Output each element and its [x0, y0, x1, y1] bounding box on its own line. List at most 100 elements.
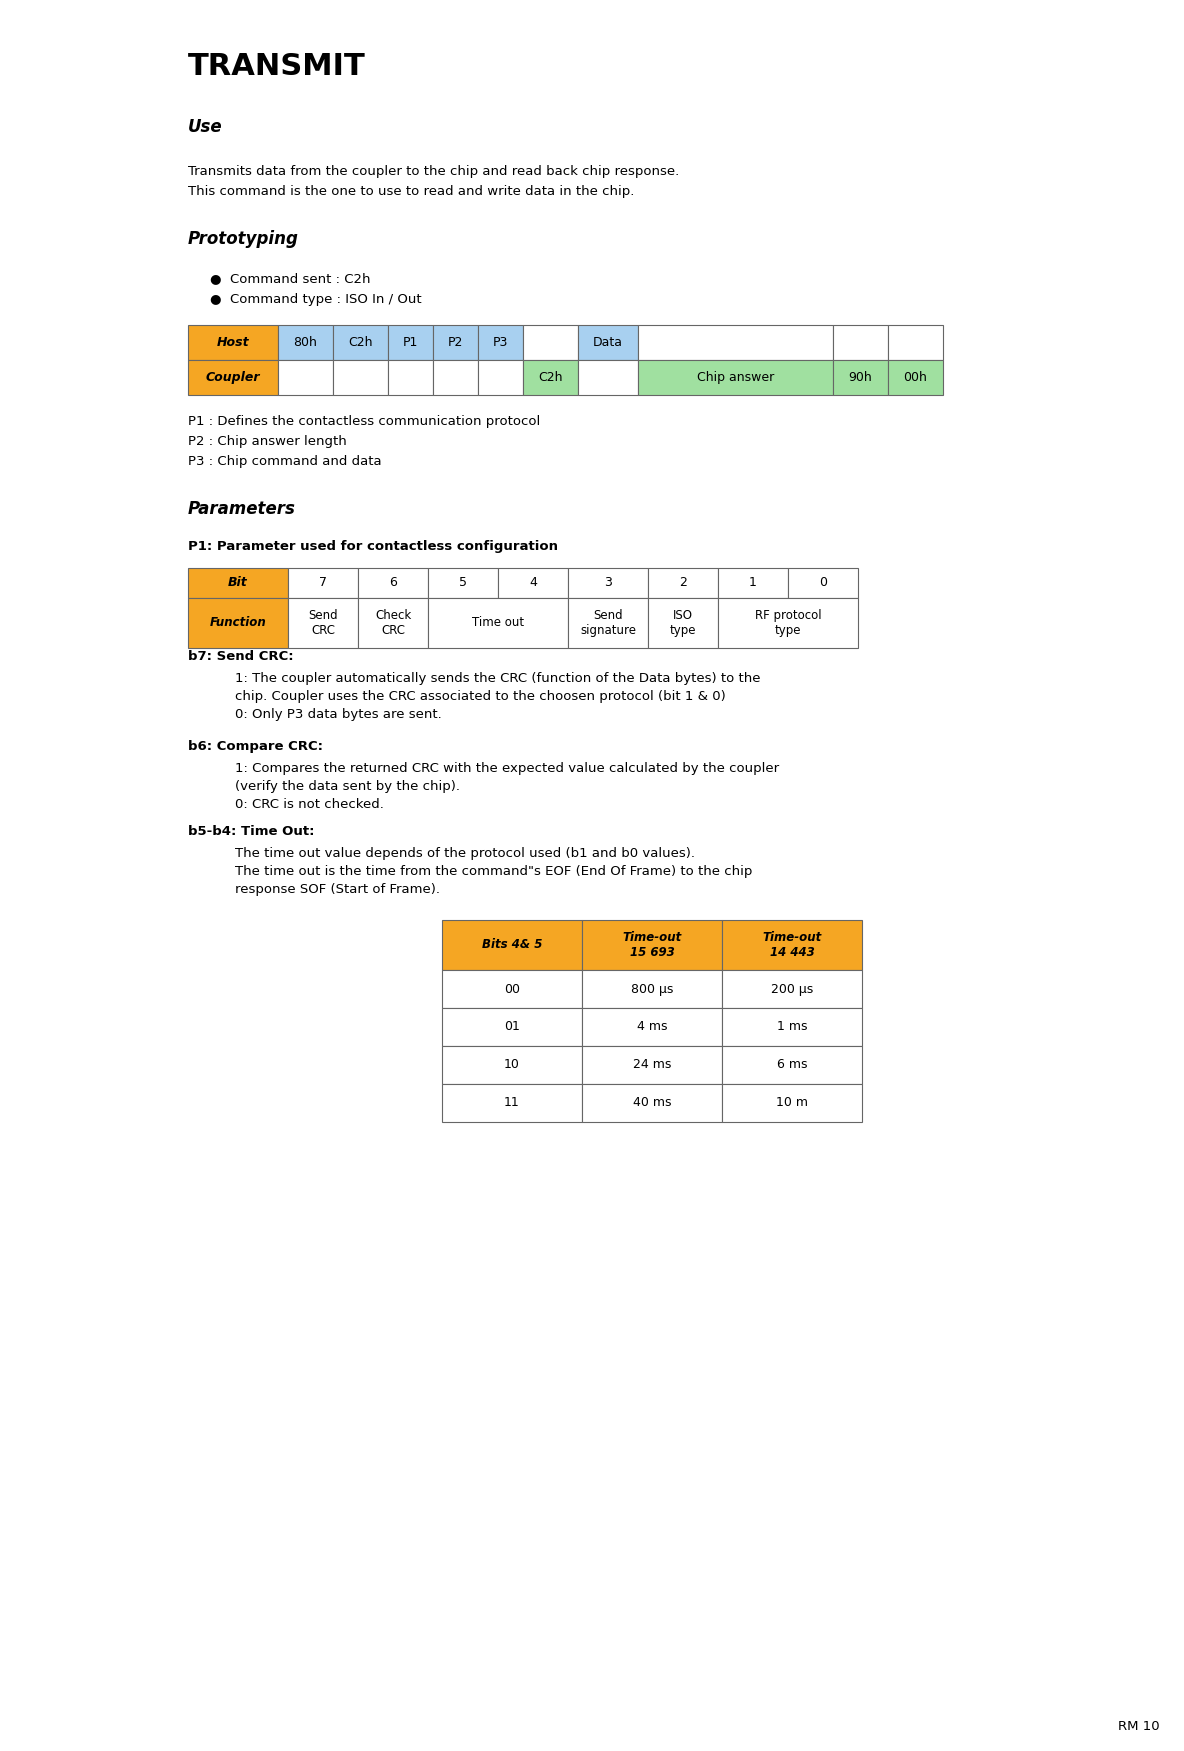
Bar — [834, 326, 888, 361]
Text: 4: 4 — [529, 576, 536, 590]
Bar — [478, 361, 523, 396]
Text: Version 1.1: Version 1.1 — [37, 1688, 124, 1702]
Text: Use: Use — [188, 117, 223, 137]
Text: Send
signature: Send signature — [580, 609, 636, 637]
Text: 800 µs: 800 µs — [631, 982, 674, 996]
Text: P1 : Defines the contactless communication protocol: P1 : Defines the contactless communicati… — [188, 415, 540, 427]
Bar — [888, 326, 942, 361]
Bar — [834, 361, 888, 396]
Bar — [888, 361, 942, 396]
Bar — [718, 567, 789, 599]
Text: P3 : Chip command and data: P3 : Chip command and data — [188, 455, 381, 468]
Bar — [722, 1084, 862, 1122]
Text: C2h: C2h — [539, 371, 562, 383]
Bar — [188, 361, 278, 396]
Bar — [442, 1045, 583, 1084]
Bar — [333, 326, 388, 361]
Text: Coupler - Reference manual: Coupler - Reference manual — [63, 557, 97, 1124]
Text: The time out value depends of the protocol used (b1 and b0 values).: The time out value depends of the protoc… — [234, 847, 695, 860]
Text: Time-out
15 693: Time-out 15 693 — [623, 932, 682, 960]
Bar — [278, 361, 333, 396]
Text: 01: 01 — [504, 1021, 520, 1033]
Bar — [478, 326, 523, 361]
Text: 3: 3 — [604, 576, 612, 590]
Bar — [578, 361, 638, 396]
Text: 0: 0 — [819, 576, 826, 590]
Text: response SOF (Start of Frame).: response SOF (Start of Frame). — [234, 883, 440, 897]
Bar — [638, 326, 834, 361]
Text: RM 10: RM 10 — [1119, 1719, 1160, 1733]
Text: 1 ms: 1 ms — [777, 1021, 807, 1033]
Bar — [722, 919, 862, 970]
Text: 11: 11 — [504, 1096, 520, 1110]
Text: Bit: Bit — [229, 576, 247, 590]
Text: (verify the data sent by the chip).: (verify the data sent by the chip). — [234, 779, 461, 793]
Text: 5: 5 — [459, 576, 466, 590]
Bar — [648, 567, 718, 599]
Bar — [583, 1084, 722, 1122]
Bar — [568, 599, 648, 648]
Bar — [333, 361, 388, 396]
Text: Time-out
14 443: Time-out 14 443 — [762, 932, 822, 960]
Bar — [427, 599, 568, 648]
Text: chip. Coupler uses the CRC associated to the choosen protocol (bit 1 & 0): chip. Coupler uses the CRC associated to… — [234, 690, 726, 702]
Text: ●  Command sent : C2h: ● Command sent : C2h — [210, 271, 371, 285]
Bar — [188, 599, 288, 648]
Text: 00h: 00h — [903, 371, 927, 383]
Text: 80h: 80h — [294, 336, 317, 348]
Bar — [358, 567, 427, 599]
Bar — [648, 599, 718, 648]
Text: P2: P2 — [448, 336, 463, 348]
Text: Send
CRC: Send CRC — [308, 609, 337, 637]
Bar — [789, 567, 858, 599]
Text: ISO
type: ISO type — [670, 609, 696, 637]
Bar — [523, 361, 578, 396]
Bar — [498, 567, 568, 599]
Bar — [358, 599, 427, 648]
Text: 2: 2 — [680, 576, 687, 590]
Text: P1: Parameter used for contactless configuration: P1: Parameter used for contactless confi… — [188, 539, 558, 553]
Text: 1: Compares the returned CRC with the expected value calculated by the coupler: 1: Compares the returned CRC with the ex… — [234, 762, 779, 776]
Text: P2 : Chip answer length: P2 : Chip answer length — [188, 434, 347, 448]
Bar — [722, 1009, 862, 1045]
Text: Chip answer: Chip answer — [697, 371, 774, 383]
Text: RF protocol
type: RF protocol type — [754, 609, 822, 637]
Bar — [583, 1045, 722, 1084]
Text: 4 ms: 4 ms — [637, 1021, 668, 1033]
Bar — [583, 970, 722, 1009]
Text: b6: Compare CRC:: b6: Compare CRC: — [188, 741, 323, 753]
Text: P1: P1 — [403, 336, 418, 348]
Bar — [442, 1084, 583, 1122]
Text: 1: The coupler automatically sends the CRC (function of the Data bytes) to the: 1: The coupler automatically sends the C… — [234, 672, 760, 685]
Text: b5-b4: Time Out:: b5-b4: Time Out: — [188, 825, 315, 839]
Bar — [442, 970, 583, 1009]
Text: 0: Only P3 data bytes are sent.: 0: Only P3 data bytes are sent. — [234, 707, 442, 721]
Text: 7: 7 — [318, 576, 327, 590]
Text: 40 ms: 40 ms — [632, 1096, 671, 1110]
Bar — [523, 326, 578, 361]
Text: The time out is the time from the command"s EOF (End Of Frame) to the chip: The time out is the time from the comman… — [234, 865, 752, 877]
Text: Data: Data — [593, 336, 623, 348]
Bar — [638, 361, 834, 396]
Text: 1: 1 — [749, 576, 757, 590]
Bar — [442, 919, 583, 970]
Text: Coupler: Coupler — [206, 371, 260, 383]
Text: 00: 00 — [504, 982, 520, 996]
Text: C2h: C2h — [348, 336, 373, 348]
Text: Parameters: Parameters — [188, 501, 296, 518]
Text: P3: P3 — [493, 336, 508, 348]
Bar — [433, 326, 478, 361]
Bar — [433, 361, 478, 396]
Bar — [718, 599, 858, 648]
Text: Time out: Time out — [472, 616, 525, 630]
Bar — [388, 361, 433, 396]
Text: 6 ms: 6 ms — [777, 1059, 807, 1072]
Bar — [442, 1009, 583, 1045]
Text: Bits 4& 5: Bits 4& 5 — [482, 939, 542, 951]
Bar — [288, 567, 358, 599]
Text: Prototyping: Prototyping — [188, 229, 298, 249]
Bar — [388, 326, 433, 361]
Bar — [583, 919, 722, 970]
Text: 90h: 90h — [849, 371, 873, 383]
Bar — [188, 326, 278, 361]
